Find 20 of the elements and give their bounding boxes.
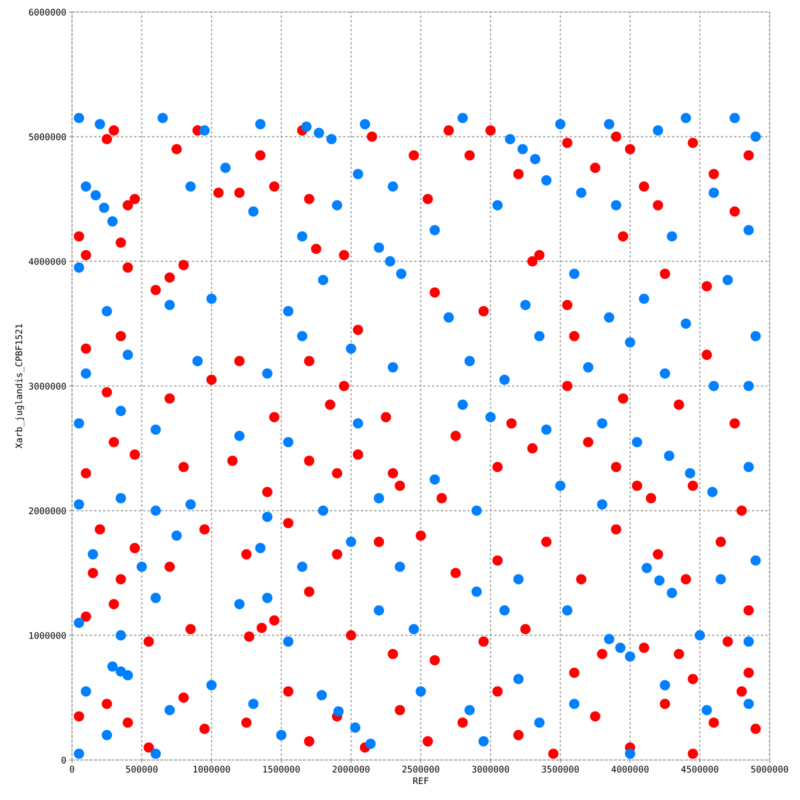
y-tick-label: 4000000 [28,258,66,265]
y-tick-label: 3000000 [29,382,66,390]
y-axis-title: Xarb_juglandis_CPBF1521 [15,324,24,448]
y-tick-label: 1000000 [29,632,66,639]
x-tick-label: 1000000 [194,766,230,773]
x-tick-label: 5000000 [751,766,788,773]
x-tick-label: 0 [70,766,74,773]
x-tick-label: 1500000 [263,766,300,773]
x-tick-label: 4500000 [681,766,718,773]
x-tick-label: 3000000 [472,766,509,773]
x-tick-label: 4000000 [612,766,649,773]
x-tick-label: 2500000 [402,766,440,773]
y-tick-label: 0 [62,756,66,764]
y-tick-label: 6000000 [28,8,66,16]
y-tick-label: 2000000 [29,507,66,514]
x-axis-title: REF [413,777,428,784]
x-tick-label: 500000 [126,766,158,773]
x-tick-label: 2000000 [332,766,370,773]
x-tick-label: 3500000 [542,766,579,773]
y-tick-label: 5000000 [29,133,66,140]
